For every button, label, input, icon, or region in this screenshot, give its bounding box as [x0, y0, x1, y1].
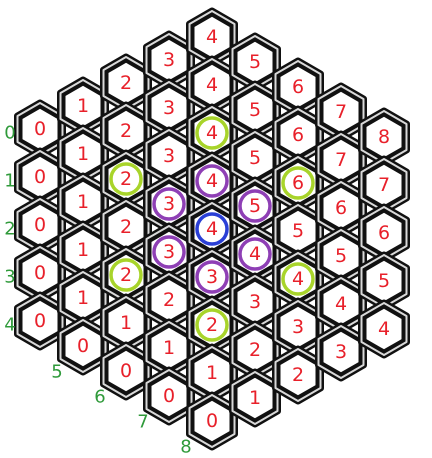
cell-value: 3 — [163, 145, 175, 167]
highlight-circle-ring-two — [281, 262, 315, 296]
cell-value: 1 — [249, 387, 261, 409]
row-label: 0 — [4, 123, 15, 144]
cell-value: 1 — [163, 337, 175, 359]
row-label: 6 — [94, 387, 105, 408]
cell-value: 0 — [120, 360, 132, 382]
cell-value: 0 — [34, 214, 46, 236]
highlight-circle-center — [195, 212, 229, 246]
hex-cell-inner — [364, 306, 404, 352]
row-label: 4 — [4, 315, 15, 336]
row-label: 7 — [137, 412, 148, 433]
cell-value: 1 — [77, 95, 89, 117]
cell-value: 6 — [292, 172, 304, 194]
cell-value: 7 — [378, 174, 390, 196]
cell-value: 5 — [249, 195, 261, 217]
cell-value: 1 — [77, 287, 89, 309]
cell-value: 0 — [206, 410, 218, 432]
cell-values-layer: 0123401234501234560123456701234567801234… — [34, 26, 390, 432]
row-label: 3 — [4, 267, 15, 288]
highlight-circle-ring-one — [195, 164, 229, 198]
cell-value: 3 — [249, 291, 261, 313]
cell-value: 4 — [206, 74, 218, 96]
highlight-circle-ring-two — [195, 116, 229, 150]
highlight-circles-layer — [109, 116, 315, 342]
cell-value: 1 — [77, 239, 89, 261]
row-label: 8 — [180, 437, 191, 458]
highlight-circle-ring-two — [109, 162, 143, 196]
cell-value: 3 — [206, 266, 218, 288]
cell-value: 2 — [249, 339, 261, 361]
cell-value: 4 — [206, 26, 218, 48]
cell-value: 5 — [378, 270, 390, 292]
cell-value: 1 — [77, 191, 89, 213]
cell-value: 0 — [34, 166, 46, 188]
cell-value: 2 — [120, 120, 132, 142]
row-label: 5 — [51, 362, 62, 383]
cell-value: 0 — [34, 262, 46, 284]
cell-value: 3 — [163, 241, 175, 263]
cell-value: 7 — [335, 101, 347, 123]
cell-value: 8 — [378, 126, 390, 148]
cell-value: 2 — [163, 289, 175, 311]
row-label: 1 — [4, 171, 15, 192]
cell-value: 7 — [335, 149, 347, 171]
cell-value: 6 — [378, 222, 390, 244]
cell-value: 3 — [163, 97, 175, 119]
highlight-circle-ring-one — [238, 237, 272, 271]
cell-value: 5 — [292, 220, 304, 242]
highlight-circle-ring-one — [195, 260, 229, 294]
highlight-circle-ring-two — [109, 258, 143, 292]
cell-value: 0 — [34, 310, 46, 332]
cell-value: 4 — [335, 293, 347, 315]
cell-value: 2 — [120, 216, 132, 238]
cell-value: 1 — [77, 143, 89, 165]
cell-value: 4 — [206, 170, 218, 192]
cell-value: 5 — [335, 245, 347, 267]
cell-value: 2 — [292, 364, 304, 386]
highlight-circle-ring-one — [238, 189, 272, 223]
cell-value: 6 — [335, 197, 347, 219]
cell-value: 6 — [292, 124, 304, 146]
cell-value: 0 — [163, 385, 175, 407]
cell-value: 1 — [120, 312, 132, 334]
cell-value: 2 — [120, 264, 132, 286]
cell-value: 4 — [378, 318, 390, 340]
cell-value: 3 — [163, 193, 175, 215]
cell-value: 5 — [249, 147, 261, 169]
cell-value: 5 — [249, 99, 261, 121]
highlight-circle-ring-two — [195, 308, 229, 342]
cell-value: 5 — [249, 51, 261, 73]
cell-value: 1 — [206, 362, 218, 384]
cell-value: 4 — [292, 268, 304, 290]
cell-value: 2 — [120, 72, 132, 94]
cell-value: 0 — [34, 118, 46, 140]
cell-value: 3 — [292, 316, 304, 338]
cell-value: 6 — [292, 76, 304, 98]
hex-cell-inner-line — [360, 302, 408, 356]
cell-value: 4 — [206, 122, 218, 144]
cell-value: 2 — [120, 168, 132, 190]
cell-value: 4 — [249, 243, 261, 265]
cell-value: 3 — [163, 49, 175, 71]
cell-value: 3 — [335, 341, 347, 363]
highlight-circle-ring-one — [152, 235, 186, 269]
highlight-circle-ring-one — [152, 187, 186, 221]
row-label: 2 — [4, 219, 15, 240]
cell-value: 2 — [206, 314, 218, 336]
cell-value: 4 — [206, 218, 218, 240]
cell-value: 0 — [77, 335, 89, 357]
highlight-circle-ring-two — [281, 166, 315, 200]
